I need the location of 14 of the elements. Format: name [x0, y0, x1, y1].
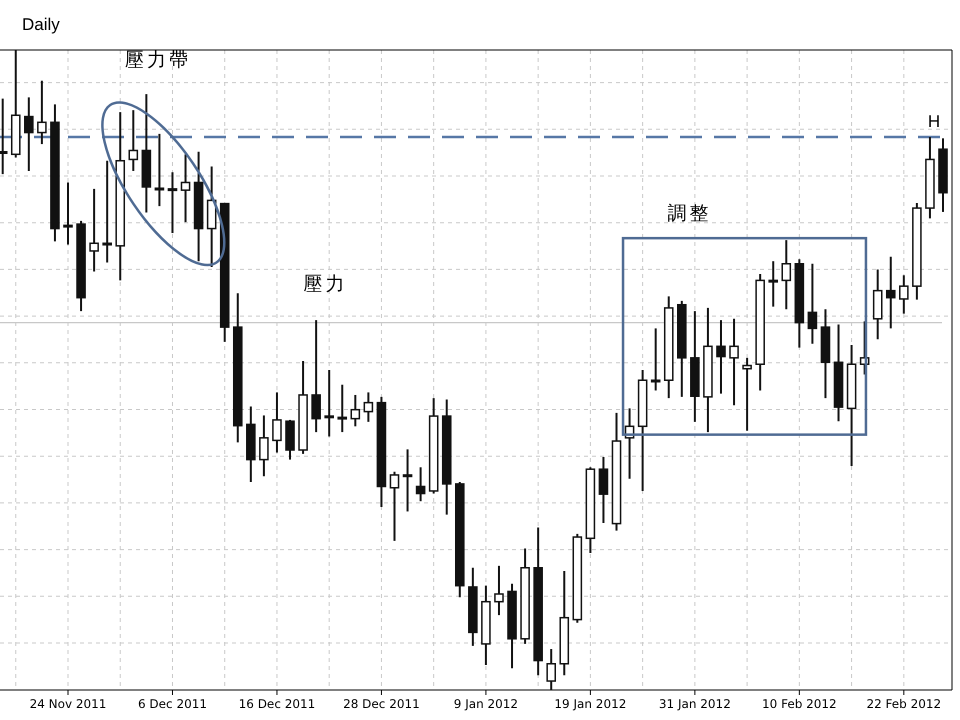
x-tick-label: 6 Dec 2011 [138, 697, 207, 711]
x-tick-label: 9 Jan 2012 [454, 697, 518, 711]
x-tick-label: 31 Jan 2012 [658, 697, 731, 711]
x-tick-label: 10 Feb 2012 [762, 697, 837, 711]
x-tick-label: 16 Dec 2011 [238, 697, 316, 711]
x-tick-label: 22 Feb 2012 [866, 697, 942, 711]
x-tick-label: 24 Nov 2011 [30, 697, 106, 711]
ref-line-label: H [928, 112, 940, 132]
x-tick-label: 28 Dec 2011 [343, 697, 420, 711]
annotation: 壓力帶 [125, 50, 192, 71]
chart-title: Daily [22, 15, 60, 34]
x-tick-label: 19 Jan 2012 [554, 697, 626, 711]
annotation: 調整 [668, 204, 712, 225]
annotation: 壓力 [303, 274, 348, 295]
